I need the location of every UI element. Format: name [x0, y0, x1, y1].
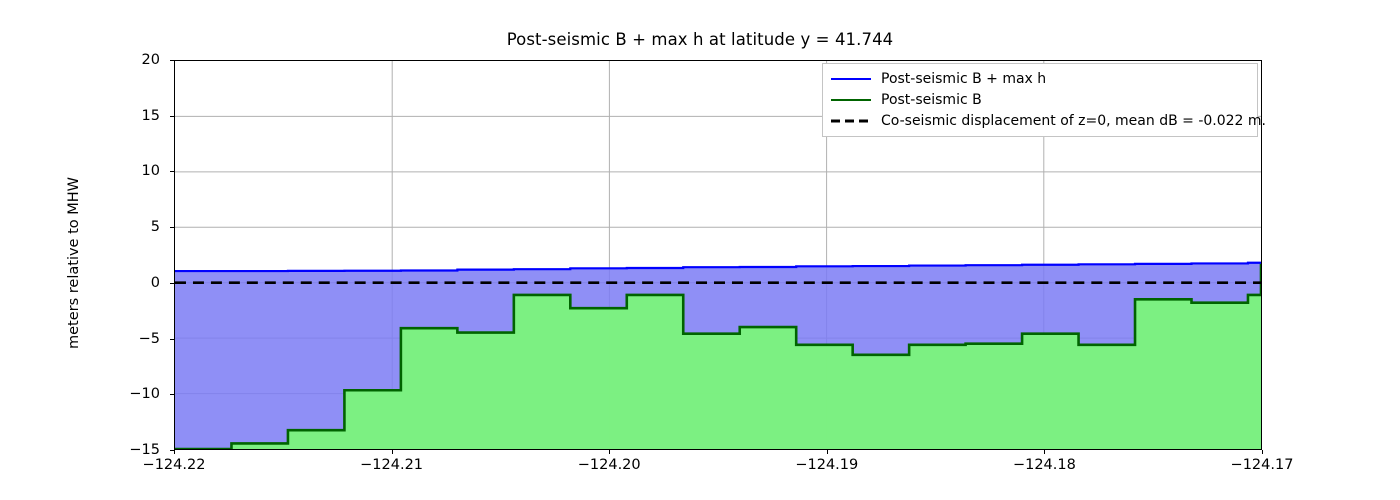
- legend-item[interactable]: Post-seismic B + max h: [831, 68, 1249, 89]
- chart-legend[interactable]: Post-seismic B + max h Post-seismic B Co…: [822, 63, 1266, 137]
- chart-title: Post-seismic B + max h at latitude y = 4…: [506, 30, 894, 49]
- line-post-seismic-b-plus-max-h: [175, 261, 1261, 273]
- y-axis-tick-label: −10: [129, 386, 160, 403]
- x-axis-tick-label: −124.18: [1012, 457, 1076, 473]
- y-axis-tick: [170, 171, 174, 173]
- x-axis-tick-label: −124.22: [142, 457, 206, 473]
- x-axis-tick: [174, 450, 175, 454]
- y-axis-tick-label: 15: [141, 107, 160, 124]
- y-axis-tick: [170, 282, 174, 284]
- y-axis-tick: [170, 450, 174, 451]
- legend-item[interactable]: Post-seismic B: [831, 89, 1249, 110]
- x-axis-tick: [609, 450, 611, 454]
- x-axis-tick: [1262, 450, 1263, 454]
- series-layer: [175, 61, 1261, 449]
- legend-item[interactable]: Co-seismic displacement of z=0, mean dB …: [831, 110, 1266, 131]
- y-axis-tick-label: −15: [129, 442, 160, 458]
- y-axis-tick-label: 10: [141, 163, 160, 180]
- y-axis-tick: [170, 394, 174, 396]
- legend-label: Co-seismic displacement of z=0, mean dB …: [881, 112, 1266, 129]
- x-axis-tick: [826, 450, 828, 454]
- area-fill-post-seismic-b: [175, 262, 1261, 449]
- y-axis-tick-label: 20: [141, 52, 160, 68]
- x-axis-tick: [391, 450, 393, 454]
- y-axis-tick: [170, 115, 174, 117]
- x-axis-tick-label: −124.20: [577, 457, 641, 473]
- x-axis-tick: [1044, 450, 1046, 454]
- y-axis-tick: [170, 227, 174, 229]
- legend-label: Post-seismic B + max h: [881, 70, 1047, 87]
- y-axis-tick-label: −5: [138, 330, 160, 347]
- legend-label: Post-seismic B: [881, 91, 982, 108]
- line-post-seismic-b: [175, 262, 1261, 449]
- x-axis-tick-label: −124.17: [1230, 457, 1294, 473]
- x-axis-tick-label: −124.21: [360, 457, 424, 473]
- x-axis-tick-label: −124.19: [795, 457, 859, 473]
- y-axis-tick-label: 5: [150, 219, 160, 236]
- y-axis-tick: [170, 60, 174, 61]
- y-axis-tick-label: 0: [150, 274, 160, 291]
- y-axis-tick: [170, 338, 174, 340]
- y-axis-label: meters relative to MHW: [66, 177, 82, 349]
